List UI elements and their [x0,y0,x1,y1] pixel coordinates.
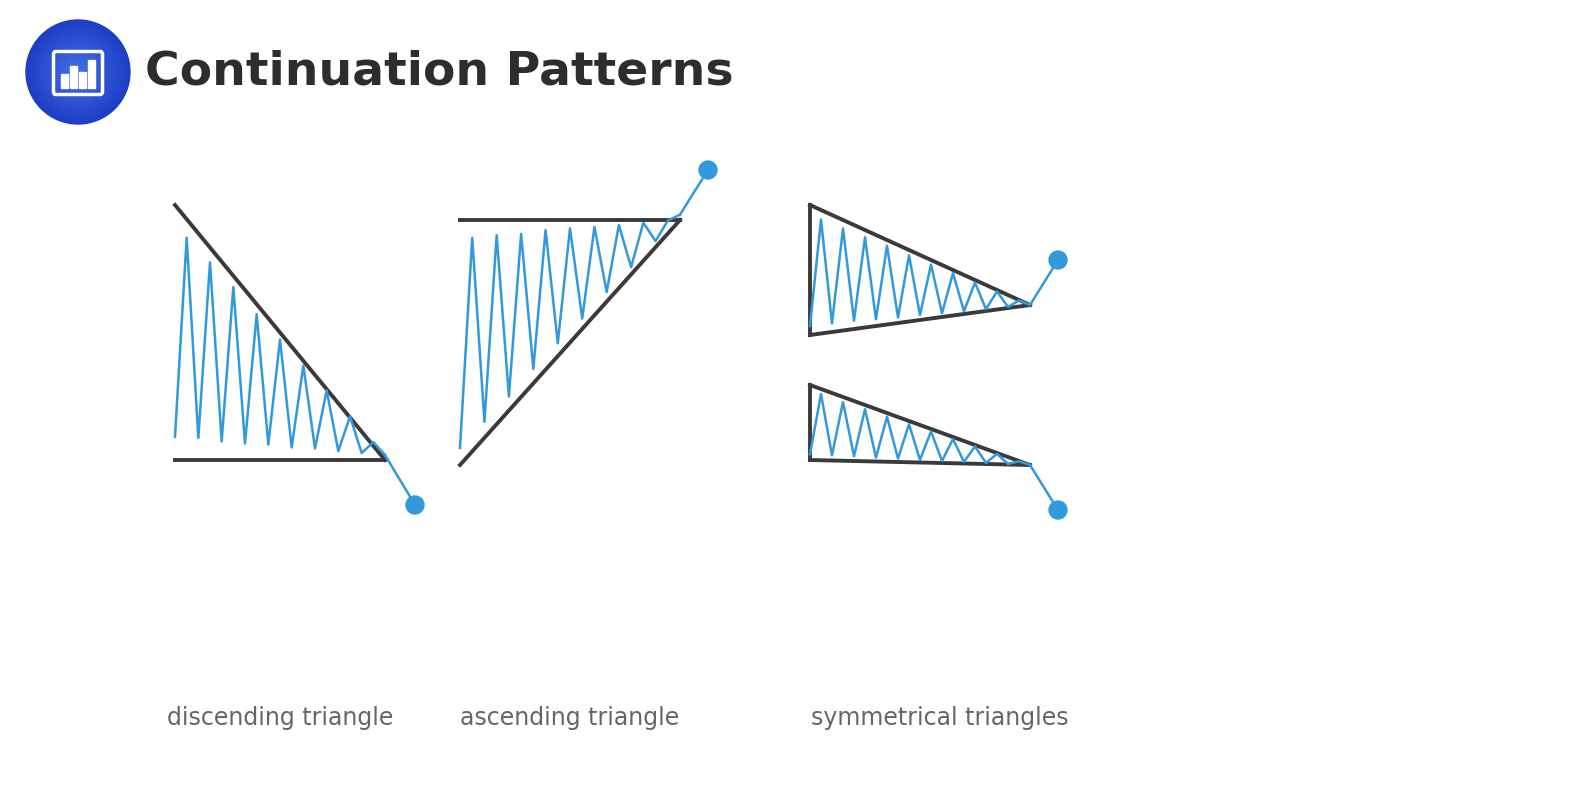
Circle shape [36,31,120,113]
Circle shape [73,67,84,78]
Circle shape [43,37,112,107]
Text: discending triangle: discending triangle [167,706,393,730]
Circle shape [50,44,106,100]
Circle shape [62,56,95,88]
Circle shape [39,33,117,111]
Circle shape [65,59,92,86]
Circle shape [27,21,129,123]
Text: ascending triangle: ascending triangle [461,706,680,730]
Circle shape [47,41,109,102]
Bar [79,72,85,88]
Circle shape [406,496,424,514]
Circle shape [44,39,112,105]
Circle shape [32,25,125,119]
Bar [62,74,68,88]
Circle shape [52,45,104,98]
Circle shape [55,49,101,94]
Circle shape [74,68,82,76]
Circle shape [33,27,123,117]
Circle shape [57,51,99,94]
Circle shape [41,35,115,109]
Circle shape [68,61,88,82]
Circle shape [35,28,122,116]
Bar [69,66,77,88]
Circle shape [66,60,90,84]
Circle shape [63,57,93,86]
Text: Continuation Patterns: Continuation Patterns [145,49,734,94]
Circle shape [77,71,79,73]
Circle shape [76,69,80,75]
Circle shape [1049,501,1067,519]
Circle shape [38,32,118,112]
Circle shape [69,63,87,82]
Circle shape [60,55,95,90]
Circle shape [71,65,85,79]
Circle shape [699,161,716,179]
Bar [88,60,95,88]
Circle shape [1049,251,1067,269]
Circle shape [58,52,98,92]
Circle shape [35,29,120,115]
Circle shape [54,48,103,96]
Circle shape [25,20,129,124]
Circle shape [60,53,96,90]
Circle shape [49,43,107,102]
Circle shape [28,23,128,121]
Circle shape [69,64,85,80]
Text: symmetrical triangles: symmetrical triangles [811,706,1068,730]
Circle shape [52,47,103,98]
Circle shape [46,40,110,104]
Circle shape [43,36,114,108]
Circle shape [30,24,126,120]
